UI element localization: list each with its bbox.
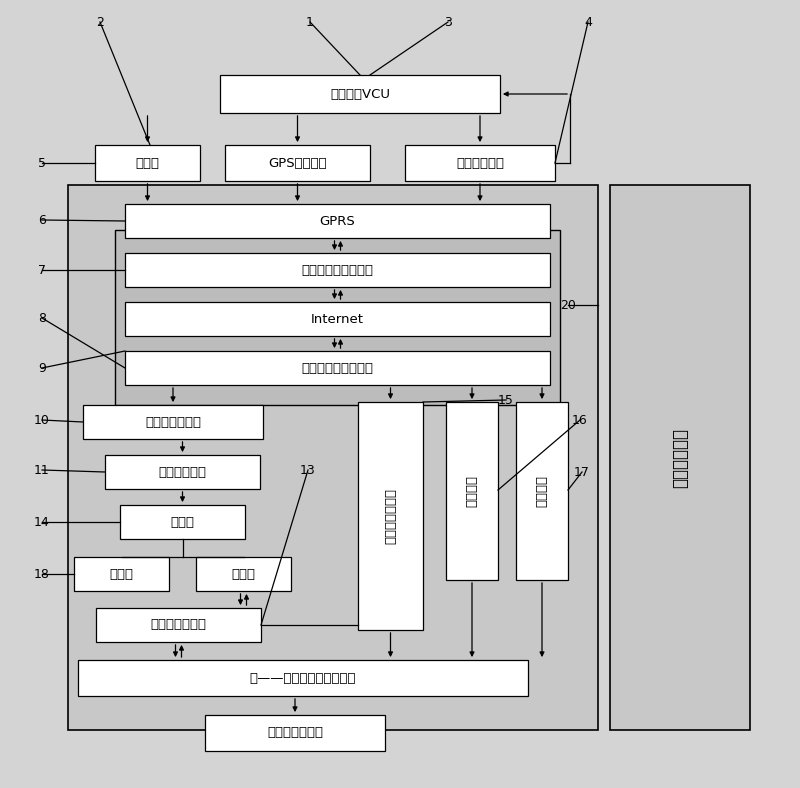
- Text: Internet: Internet: [311, 313, 364, 325]
- Bar: [96, 608, 261, 642]
- Text: 远程示教: 远程示教: [535, 475, 549, 507]
- Text: 5: 5: [38, 157, 46, 169]
- Bar: [405, 145, 555, 181]
- Bar: [446, 402, 498, 580]
- Text: 推理机: 推理机: [110, 567, 134, 581]
- Text: GPRS: GPRS: [320, 214, 355, 228]
- Text: GPS定位信号: GPS定位信号: [268, 157, 327, 169]
- Text: 18: 18: [34, 567, 50, 581]
- Text: 8: 8: [38, 311, 46, 325]
- Bar: [125, 351, 550, 385]
- Bar: [68, 185, 598, 730]
- Bar: [115, 230, 560, 405]
- Bar: [196, 557, 291, 591]
- Bar: [125, 204, 550, 238]
- Text: 14: 14: [34, 515, 50, 529]
- Text: 1: 1: [306, 16, 314, 28]
- Bar: [125, 302, 550, 336]
- Bar: [105, 455, 260, 489]
- Text: 远程诊断服务器: 远程诊断服务器: [145, 415, 201, 429]
- Bar: [78, 660, 528, 696]
- Text: 远程服务中心: 远程服务中心: [671, 428, 689, 488]
- Text: 诊断结果: 诊断结果: [466, 475, 478, 507]
- Bar: [120, 505, 245, 539]
- Bar: [95, 145, 200, 181]
- Bar: [83, 405, 263, 439]
- Bar: [225, 145, 370, 181]
- Text: 4: 4: [584, 16, 592, 28]
- Text: 16: 16: [572, 414, 588, 426]
- Text: 13: 13: [300, 463, 316, 477]
- Text: 11: 11: [34, 463, 50, 477]
- Text: 17: 17: [574, 466, 590, 478]
- Bar: [516, 402, 568, 580]
- Bar: [358, 402, 423, 630]
- Text: 20: 20: [560, 299, 576, 311]
- Bar: [205, 715, 385, 751]
- Text: 7: 7: [38, 263, 46, 277]
- Text: 知识库: 知识库: [231, 567, 255, 581]
- Text: 故障码: 故障码: [135, 157, 159, 169]
- Bar: [74, 557, 169, 591]
- Text: 电动汽车VCU: 电动汽车VCU: [330, 87, 390, 101]
- Text: 本地远程服务工作站: 本地远程服务工作站: [302, 362, 374, 374]
- Text: 10: 10: [34, 414, 50, 426]
- Text: 预判断状态提醒: 预判断状态提醒: [384, 488, 397, 544]
- Bar: [610, 185, 750, 730]
- Text: 9: 9: [38, 362, 46, 374]
- Text: 数据处理模块: 数据处理模块: [158, 466, 206, 478]
- Text: 数据库: 数据库: [170, 515, 194, 529]
- Text: 15: 15: [498, 393, 514, 407]
- Text: 人——机交互实时监控系统: 人——机交互实时监控系统: [250, 671, 356, 685]
- Text: 6: 6: [38, 214, 46, 226]
- Text: 知识库管理模块: 知识库管理模块: [150, 619, 206, 631]
- Bar: [220, 75, 500, 113]
- Text: 技术支持工程师: 技术支持工程师: [267, 727, 323, 739]
- Bar: [125, 253, 550, 287]
- Text: 车辆状态信号: 车辆状态信号: [456, 157, 504, 169]
- Text: 3: 3: [444, 16, 452, 28]
- Text: 2: 2: [96, 16, 104, 28]
- Text: 异地远程服务工作站: 异地远程服务工作站: [302, 263, 374, 277]
